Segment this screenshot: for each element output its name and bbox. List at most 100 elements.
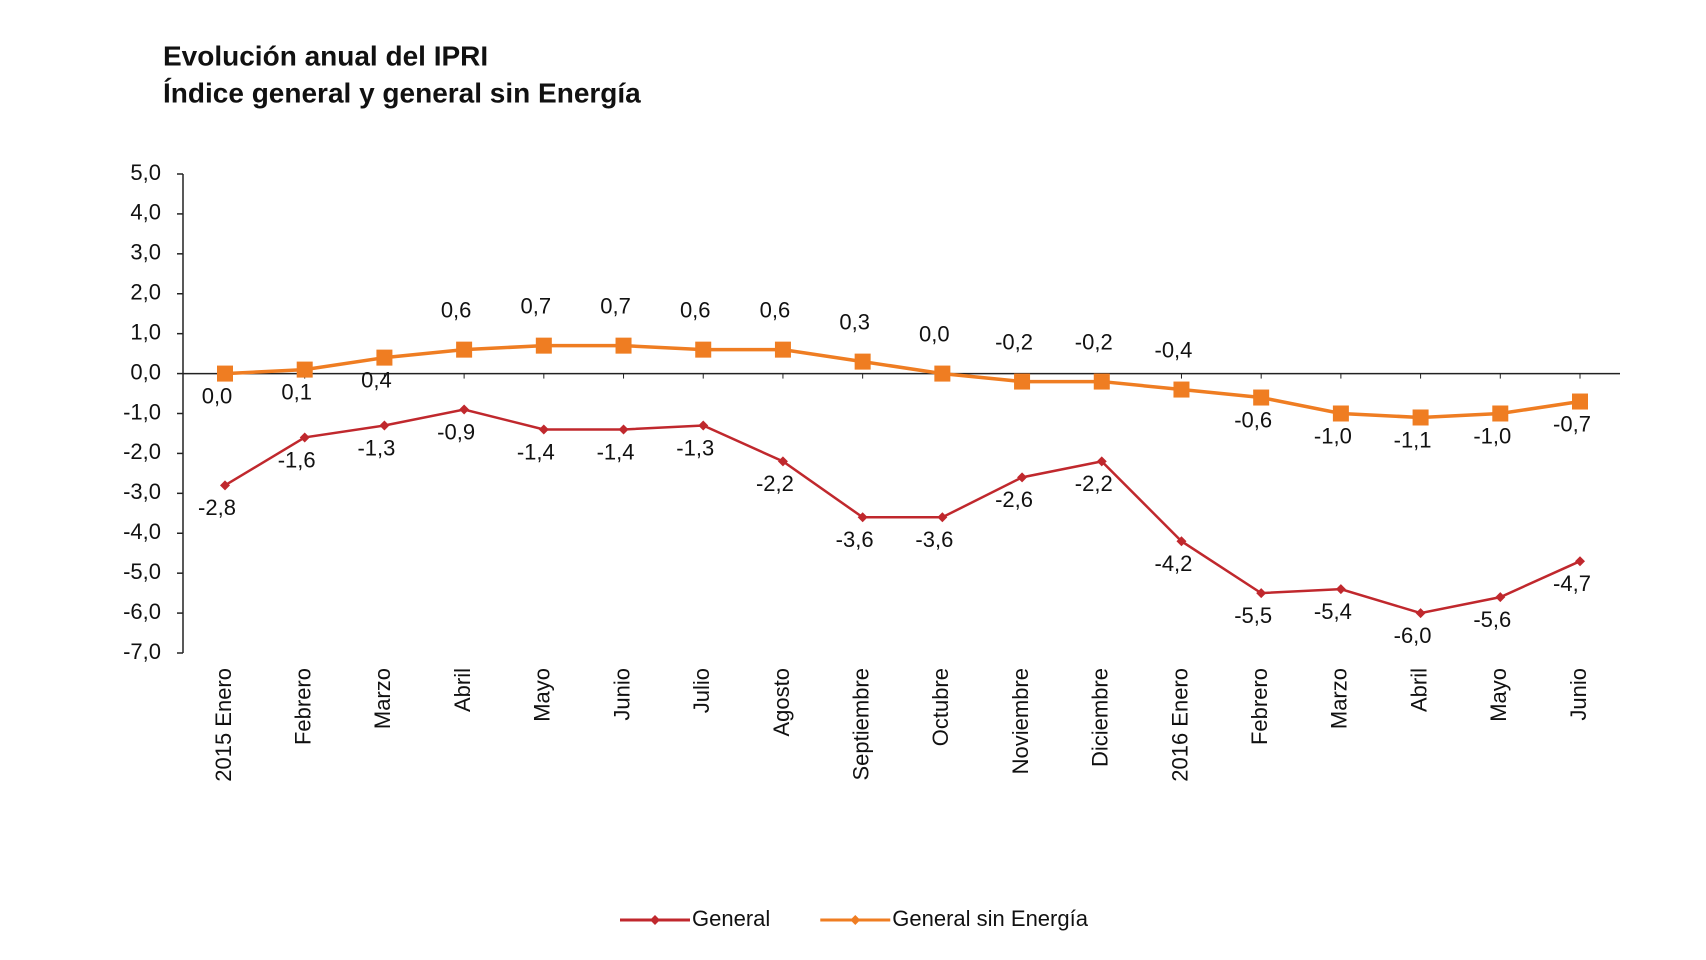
data-label: -2,2 (756, 471, 794, 496)
data-label: -0,9 (437, 419, 475, 444)
marker (1572, 393, 1588, 410)
data-label: -1,4 (597, 439, 635, 464)
data-label: -2,6 (995, 487, 1033, 512)
data-label: -1,3 (676, 435, 714, 460)
data-label: 0,3 (839, 309, 870, 334)
x-tick-label: 2016 Enero (1167, 668, 1192, 782)
data-label: -4,2 (1155, 551, 1193, 576)
data-label: -6,0 (1394, 623, 1432, 648)
y-tick-label: -2,0 (123, 439, 161, 464)
x-tick-label: Abril (1406, 668, 1431, 712)
data-label: 0,0 (202, 383, 233, 408)
data-label: 0,7 (521, 293, 552, 318)
x-tick-label: Noviembre (1008, 668, 1033, 774)
data-label: -1,4 (517, 439, 555, 464)
marker (1575, 556, 1585, 567)
marker (777, 456, 788, 467)
data-label: -1,6 (278, 447, 316, 472)
x-tick-label: Junio (609, 668, 634, 721)
x-tick-label: Mayo (530, 668, 555, 722)
marker (1415, 608, 1426, 619)
x-tick-label: Abril (450, 668, 475, 712)
y-tick-label: 3,0 (130, 240, 161, 265)
series-line (224, 343, 1581, 420)
data-label: 0,4 (361, 367, 392, 392)
data-label: -2,2 (1075, 471, 1113, 496)
data-label: -1,0 (1314, 423, 1352, 448)
marker (535, 337, 552, 354)
chart-title: Evolución anual del IPRI (163, 40, 488, 71)
marker (934, 365, 951, 382)
marker (937, 512, 948, 523)
data-label: 0,6 (441, 297, 472, 322)
legend-label: General (692, 906, 770, 931)
marker (695, 341, 712, 358)
marker (854, 353, 871, 370)
y-tick-label: 4,0 (130, 200, 161, 225)
marker (618, 424, 629, 435)
marker (299, 432, 310, 443)
x-tick-label: Mayo (1486, 668, 1511, 722)
data-label: -3,6 (915, 527, 953, 552)
marker (774, 341, 791, 358)
marker (379, 420, 390, 431)
marker (615, 337, 632, 354)
marker (1412, 409, 1429, 426)
marker (456, 341, 473, 358)
marker (1495, 592, 1506, 603)
x-tick-label: Octubre (928, 668, 953, 746)
x-tick-label: 2015 Enero (211, 668, 236, 782)
y-tick-label: -3,0 (123, 479, 161, 504)
data-label: 0,1 (281, 379, 312, 404)
marker (1096, 456, 1107, 467)
x-tick-label: Diciembre (1088, 668, 1113, 767)
x-tick-label: Julio (689, 668, 714, 713)
marker (217, 365, 233, 382)
marker (1093, 373, 1110, 390)
data-label: -1,3 (357, 435, 395, 460)
marker (538, 424, 549, 435)
series-line (224, 408, 1581, 615)
x-tick-label: Febrero (291, 668, 316, 745)
x-tick-label: Agosto (769, 668, 794, 737)
marker (857, 512, 868, 523)
data-label: -0,6 (1234, 407, 1272, 432)
x-tick-label: Marzo (1327, 668, 1352, 729)
data-label: -5,5 (1234, 603, 1272, 628)
data-label: -5,4 (1314, 599, 1352, 624)
data-label: 0,7 (600, 293, 631, 318)
marker (698, 420, 709, 431)
data-label: -1,1 (1394, 427, 1432, 452)
marker (459, 404, 470, 415)
y-tick-label: -6,0 (123, 599, 161, 624)
marker (1253, 389, 1270, 406)
y-tick-label: -7,0 (123, 639, 161, 664)
data-label: -1,0 (1473, 423, 1511, 448)
y-tick-label: 1,0 (130, 319, 161, 344)
data-label: -4,7 (1553, 571, 1591, 596)
data-label: -5,6 (1473, 607, 1511, 632)
marker (1332, 405, 1349, 422)
data-label: -0,2 (1075, 329, 1113, 354)
data-label: -2,8 (198, 495, 236, 520)
marker (1017, 472, 1028, 483)
x-tick-label: Junio (1566, 668, 1591, 721)
legend-label: General sin Energía (892, 906, 1088, 931)
y-tick-label: 0,0 (130, 359, 161, 384)
data-label: -0,2 (995, 329, 1033, 354)
marker (220, 480, 230, 491)
x-tick-label: Marzo (370, 668, 395, 729)
marker (1492, 405, 1509, 422)
data-label: 0,6 (760, 297, 791, 322)
marker (1176, 536, 1187, 547)
marker (1256, 588, 1267, 599)
marker (850, 915, 861, 925)
marker (1014, 373, 1031, 390)
data-label: 0,6 (680, 297, 711, 322)
y-tick-label: -5,0 (123, 559, 161, 584)
marker (296, 361, 313, 378)
x-tick-label: Febrero (1247, 668, 1272, 745)
data-label: -0,4 (1155, 337, 1193, 362)
marker (1335, 584, 1346, 595)
